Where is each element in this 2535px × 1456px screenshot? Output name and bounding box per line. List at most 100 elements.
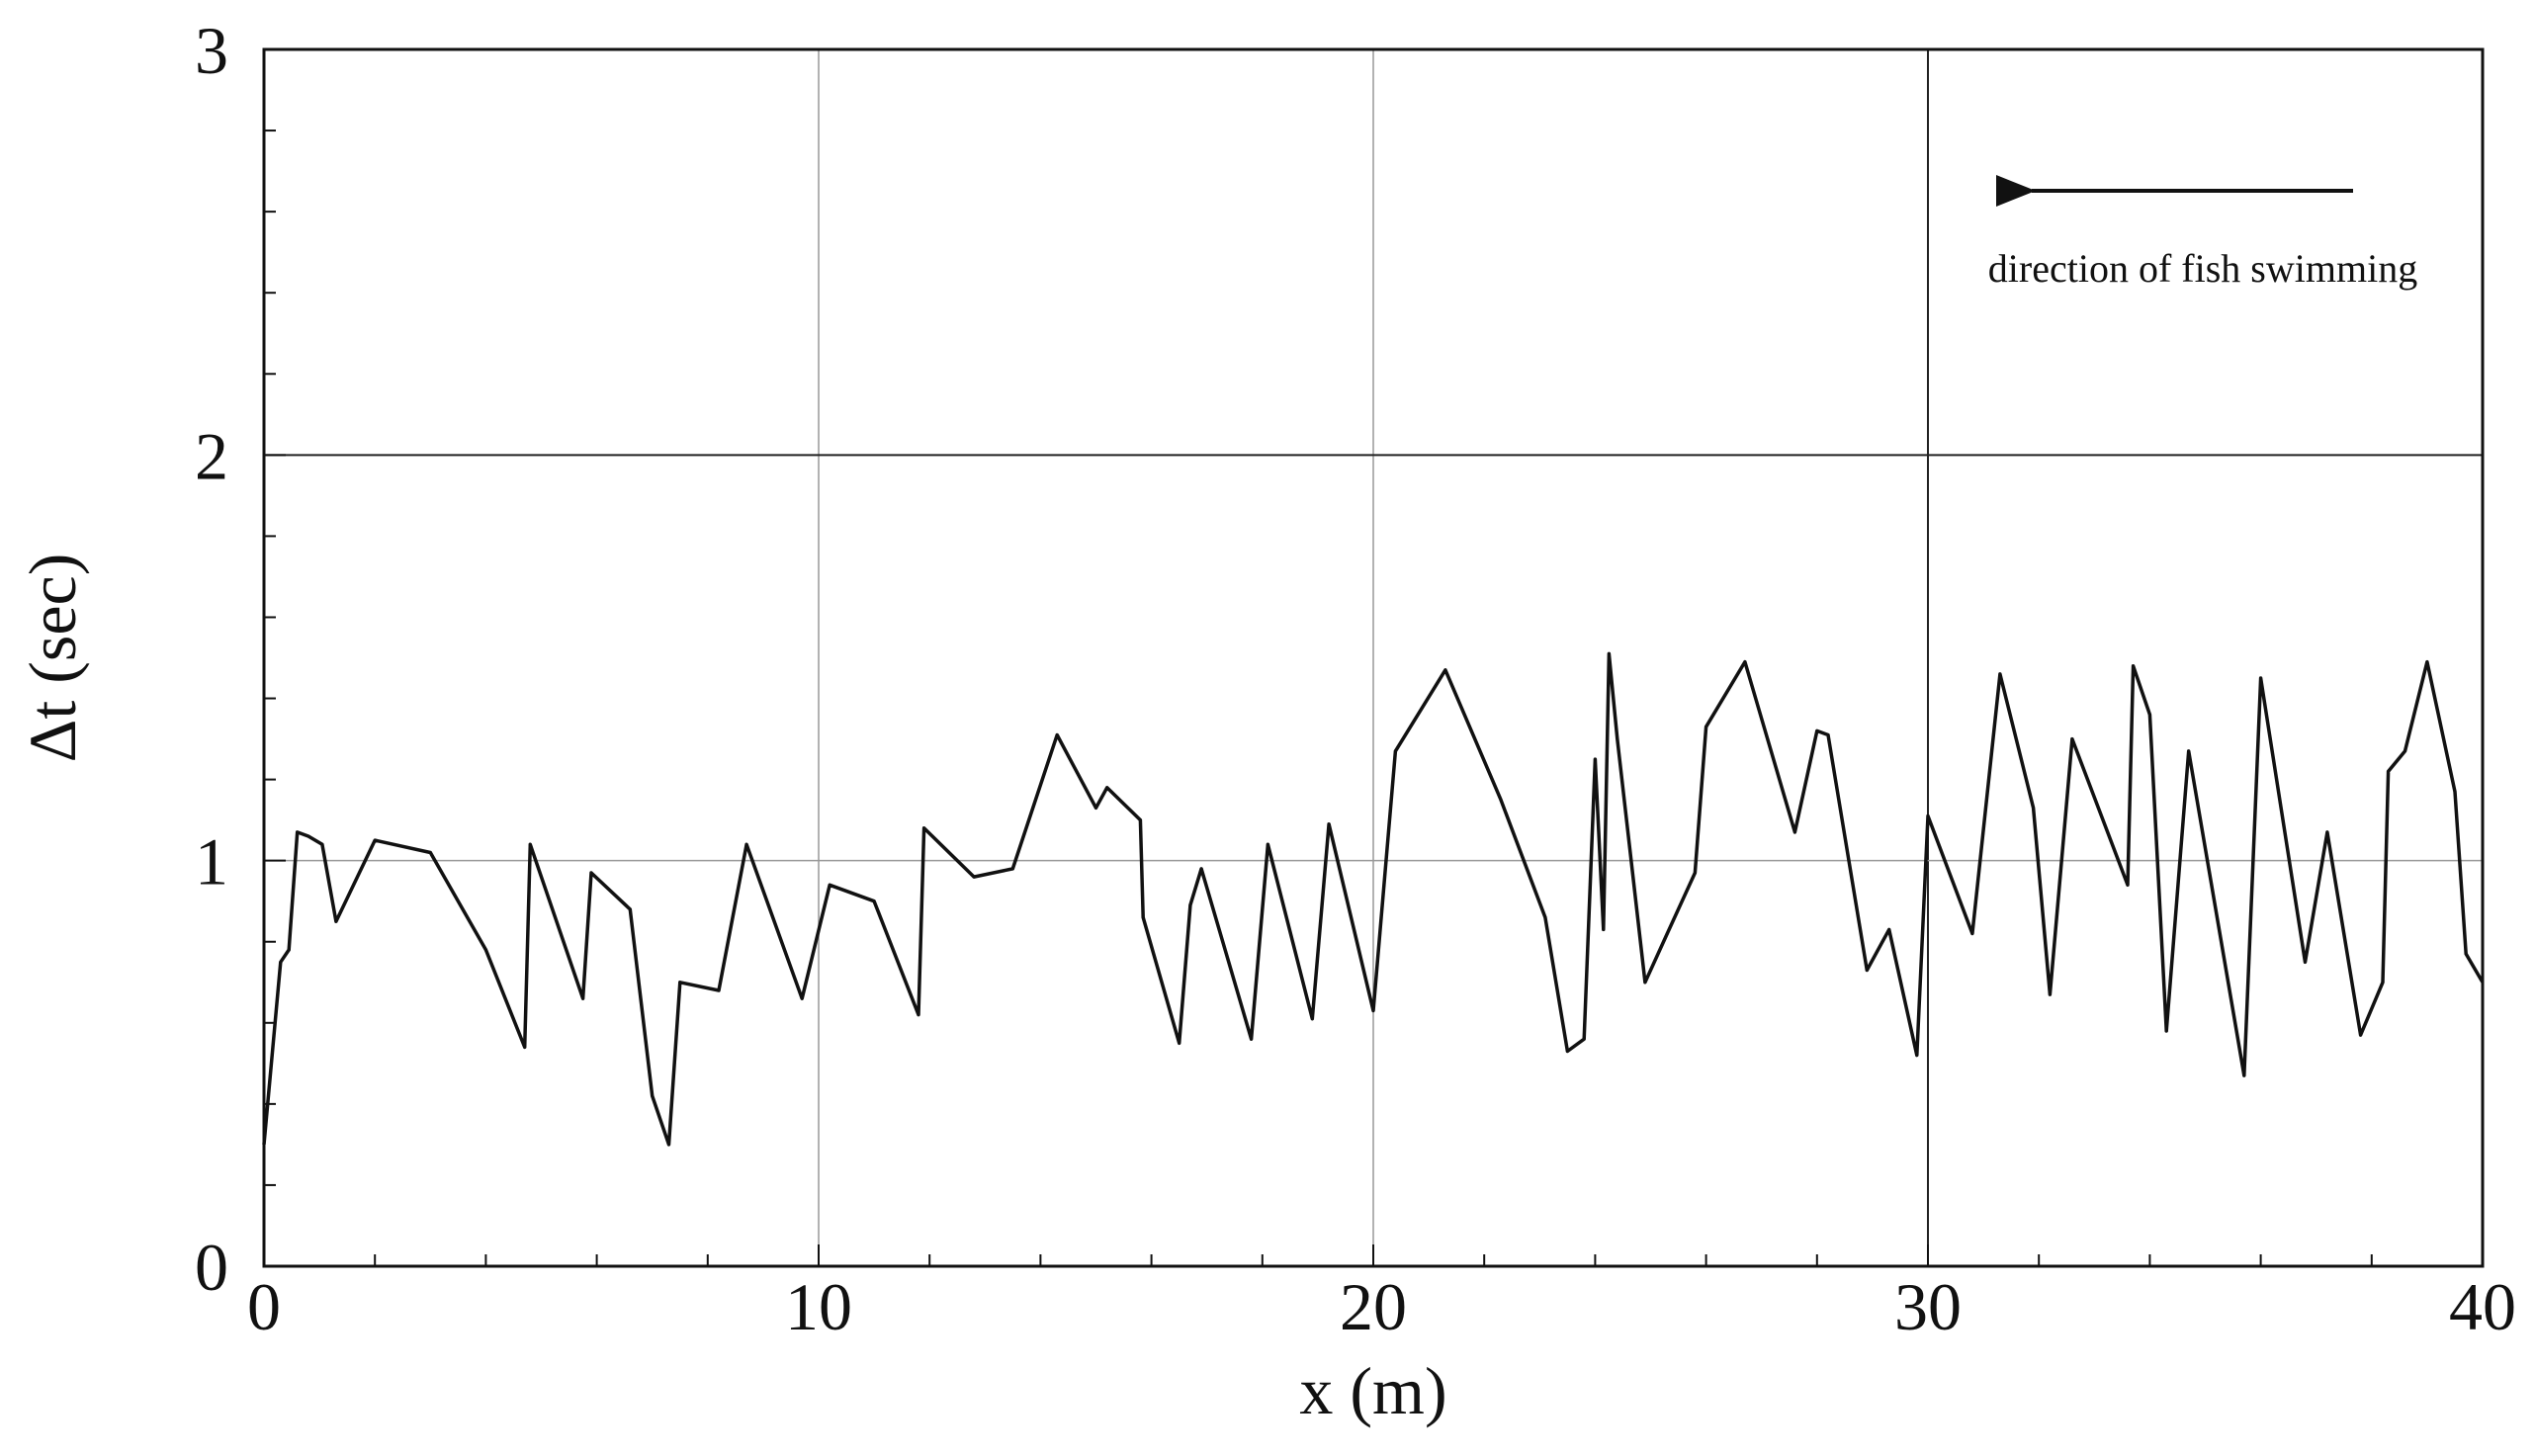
data-point	[296, 830, 300, 834]
data-point	[1178, 1041, 1181, 1045]
data-point	[1371, 1008, 1375, 1012]
y-axis-label: Δt (sec)	[15, 554, 90, 763]
data-point	[1915, 1054, 1919, 1058]
data-point	[744, 842, 748, 846]
data-point	[1250, 1037, 1254, 1041]
data-point	[1565, 1050, 1569, 1054]
data-point	[279, 960, 283, 964]
data-point	[2126, 883, 2130, 887]
data-point	[2048, 992, 2052, 996]
x-tick-label: 10	[785, 1269, 852, 1344]
data-point	[1970, 932, 1974, 936]
data-point	[917, 1013, 920, 1017]
data-point	[1792, 830, 1796, 834]
data-point	[262, 1143, 266, 1147]
data-point	[1602, 927, 1606, 931]
data-point	[589, 871, 593, 875]
data-point	[581, 996, 585, 1000]
data-point	[2464, 952, 2468, 956]
data-point	[1266, 842, 1269, 846]
data-point	[2070, 737, 2074, 741]
data-point	[1582, 1037, 1586, 1041]
data-point	[2381, 981, 2385, 985]
data-point	[528, 842, 532, 846]
data-point	[1010, 867, 1014, 871]
data-point	[2032, 806, 2036, 810]
data-point	[2425, 660, 2429, 664]
data-point	[1188, 903, 1192, 907]
data-point	[1543, 915, 1547, 919]
data-point	[320, 842, 324, 846]
data-point	[2403, 749, 2406, 753]
data-point	[2481, 981, 2485, 985]
data-point	[1826, 732, 1830, 736]
data-point	[2303, 960, 2307, 964]
x-tick-labels: 0 10 20 30 40	[247, 1269, 2516, 1344]
data-point	[287, 948, 291, 952]
data-point	[1199, 867, 1203, 871]
data-point	[1310, 1017, 1314, 1021]
data-point	[1055, 732, 1059, 736]
data-point	[1643, 981, 1647, 985]
data-point	[2164, 1029, 2168, 1033]
data-point	[1887, 927, 1891, 931]
data-point	[2387, 769, 2391, 773]
data-point	[334, 919, 338, 923]
data-point	[922, 826, 926, 830]
data-point	[1743, 660, 1747, 664]
y-tick-label: 0	[195, 1230, 228, 1305]
x-tick-label: 30	[1894, 1269, 1962, 1344]
y-tick-label: 1	[195, 824, 228, 899]
data-point	[1105, 786, 1109, 790]
data-point	[1443, 668, 1447, 672]
x-tick-label: 20	[1340, 1269, 1407, 1344]
y-tick-label: 3	[195, 13, 228, 88]
data-point	[1499, 798, 1503, 802]
data-point	[717, 988, 721, 992]
data-point	[1138, 818, 1142, 822]
data-point	[1693, 871, 1697, 875]
data-point	[523, 1045, 527, 1049]
x-tick-label: 0	[247, 1269, 281, 1344]
data-points	[262, 651, 2485, 1147]
data-point	[1815, 728, 1819, 732]
plot-frame	[262, 47, 2485, 1268]
data-point	[2453, 790, 2457, 794]
series-line	[262, 651, 2485, 1147]
data-point	[1865, 968, 1869, 972]
data-point	[1393, 749, 1397, 753]
data-point	[1616, 737, 1619, 741]
annotation-text: direction of fish swimming	[1988, 246, 2417, 291]
data-point	[1094, 806, 1097, 810]
data-point	[428, 850, 432, 854]
data-point	[1665, 932, 1669, 936]
data-point	[1705, 725, 1708, 728]
data-point	[651, 1094, 655, 1098]
data-point	[1327, 822, 1331, 826]
data-point	[2187, 749, 2191, 753]
data-point	[1607, 651, 1611, 655]
data-point	[2147, 713, 2151, 717]
data-point	[2132, 664, 2136, 668]
y-tick-labels: 0 1 2 3	[195, 13, 228, 1305]
data-point	[872, 899, 876, 903]
data-point	[828, 883, 831, 887]
data-point	[2242, 1073, 2246, 1077]
data-point	[2259, 676, 2263, 680]
data-point	[306, 834, 310, 838]
data-point	[373, 838, 377, 842]
data-point	[1593, 757, 1597, 761]
data-point	[972, 875, 976, 879]
data-point	[483, 948, 487, 952]
data-point	[628, 907, 632, 911]
x-tick-label: 40	[2449, 1269, 2516, 1344]
grid-lines	[264, 49, 2483, 1266]
data-point	[678, 981, 682, 985]
data-point	[1926, 814, 1930, 818]
x-axis-label: x (m)	[1299, 1353, 1446, 1428]
data-point	[2325, 830, 2329, 834]
data-point	[2359, 1033, 2363, 1037]
data-point	[800, 996, 804, 1000]
data-point	[1998, 672, 2002, 676]
